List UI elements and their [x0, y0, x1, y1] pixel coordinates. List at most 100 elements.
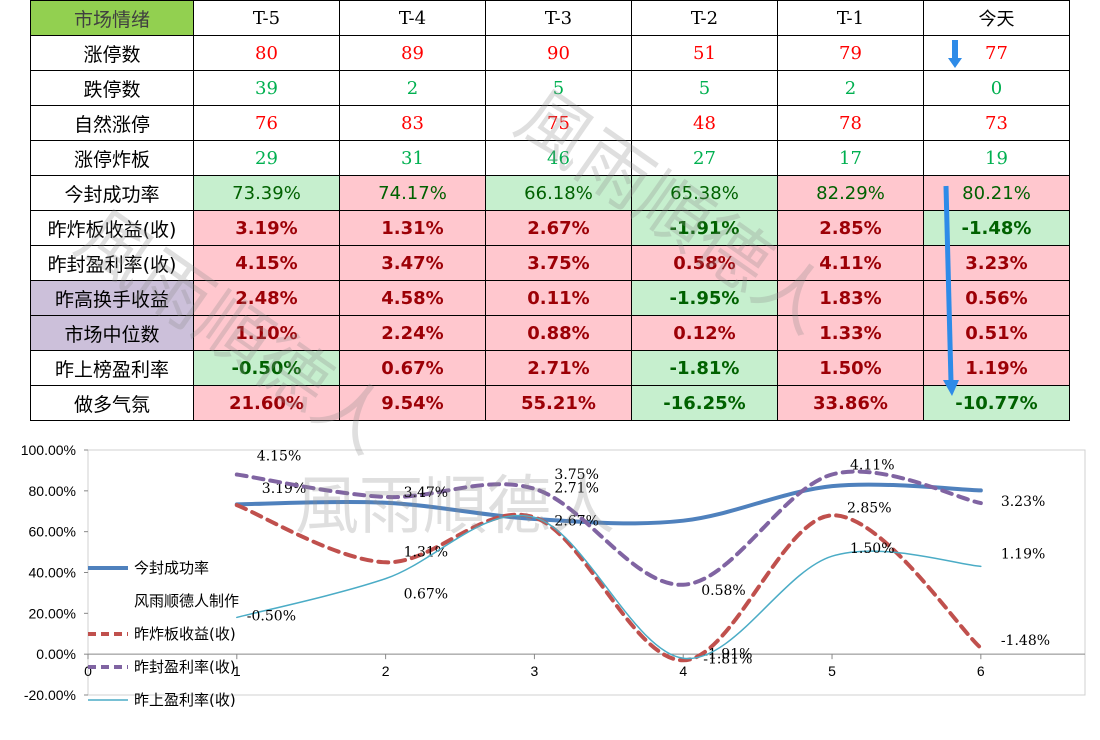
row-label: 市场中位数 [30, 315, 194, 351]
table-cell: 74.17% [339, 175, 486, 211]
table-cell: 80.21% [923, 175, 1070, 211]
data-label: -0.50% [247, 608, 296, 624]
table-cell: 5 [631, 70, 778, 106]
data-label: 3.23% [1001, 494, 1045, 510]
data-label: 0.58% [701, 583, 745, 599]
chart-annotation: 风雨顺德人制作 [134, 592, 239, 610]
table-cell: 5 [485, 70, 632, 106]
table-cell: 0.58% [631, 245, 778, 281]
data-label: 1.31% [404, 544, 448, 560]
table-cell: 80 [193, 35, 340, 71]
table-cell: 73.39% [193, 175, 340, 211]
row-label: 跌停数 [30, 70, 194, 106]
market-mood-chart: 100.00% 80.00% 60.00% 40.00% 20.00% 0.00% -20.… [21, 442, 1086, 709]
table-cell: 0.67% [339, 350, 486, 386]
x-tick-label: 3 [531, 663, 539, 679]
table-cell: 73 [923, 105, 1070, 141]
x-tick-label: 5 [828, 663, 836, 679]
row-label: 做多气氛 [30, 385, 194, 421]
row-label: 昨封盈利率(收) [30, 245, 194, 281]
table-cell: 3.23% [923, 245, 1070, 281]
data-label: 0.67% [404, 587, 448, 603]
y-tick-label: 40.00% [29, 565, 76, 581]
y-tick-label: 60.00% [29, 524, 76, 540]
row-label: 涨停数 [30, 35, 194, 71]
data-label: 4.15% [257, 449, 301, 465]
table-cell: 1.33% [777, 315, 924, 351]
table-cell: -0.50% [193, 350, 340, 386]
table-cell: -1.81% [631, 350, 778, 386]
table-cell: 9.54% [339, 385, 486, 421]
legend-label: 今封成功率 [134, 559, 209, 577]
series-line-2 [234, 469, 983, 587]
data-label: 1.50% [850, 541, 894, 557]
y-tick-label: 100.00% [21, 442, 76, 458]
table-cell: 2 [777, 70, 924, 106]
table-cell: 3.47% [339, 245, 486, 281]
table-cell: 1.10% [193, 315, 340, 351]
table-cell: 0.11% [485, 280, 632, 316]
row-label: 昨高换手收益 [30, 280, 194, 316]
table-cell: 90 [485, 35, 632, 71]
y-tick-label: 0.00% [36, 646, 76, 662]
table-cell: 2.67% [485, 210, 632, 246]
table-cell: 65.38% [631, 175, 778, 211]
table-cell: 21.60% [193, 385, 340, 421]
header-col-3: T-3 [485, 0, 632, 36]
table-row: 自然涨停 76 83 75 48 78 73 [30, 105, 1070, 141]
table-row: 今封成功率 73.39% 74.17% 66.18% 65.38% 82.29% 80.21… [30, 175, 1070, 211]
table-row: 做多气氛 21.60% 9.54% 55.21% -16.25% 33.86% -10.77… [30, 385, 1070, 421]
y-tick-label: 80.00% [29, 483, 76, 499]
table-row: 市场中位数 1.10% 2.24% 0.88% 0.12% 1.33% 0.51% [30, 315, 1070, 351]
data-label: 3.19% [262, 481, 306, 497]
legend-label: 昨炸板收益(收) [134, 625, 236, 643]
table-cell: 51 [631, 35, 778, 71]
table-cell: 17 [777, 140, 924, 176]
header-col-2: T-4 [339, 0, 486, 36]
table-cell: 33.86% [777, 385, 924, 421]
y-tick-label: 20.00% [29, 605, 76, 621]
table-row: 昨封盈利率(收) 4.15% 3.47% 3.75% 0.58% 4.11% 3.23% [30, 245, 1070, 281]
table-cell: 39 [193, 70, 340, 106]
y-tick-label: -20.00% [24, 687, 76, 703]
legend-label: 昨上盈利率(收) [134, 691, 236, 709]
table-cell: 4.15% [193, 245, 340, 281]
table-cell: 66.18% [485, 175, 632, 211]
row-label: 昨上榜盈利率 [30, 350, 194, 386]
table-cell: 0.88% [485, 315, 632, 351]
data-label: 3.75% [554, 467, 598, 483]
table-cell: 79 [777, 35, 924, 71]
table-cell: 48 [631, 105, 778, 141]
data-label: 2.85% [847, 500, 891, 516]
table-cell: 2 [339, 70, 486, 106]
table-cell: 0.51% [923, 315, 1070, 351]
data-label: 4.11% [850, 458, 894, 474]
row-label: 今封成功率 [30, 175, 194, 211]
series-line-0 [234, 482, 983, 526]
table-cell: 29 [193, 140, 340, 176]
data-label: -1.48% [1001, 633, 1050, 649]
x-tick-label: 4 [679, 663, 687, 679]
table-cell: 2.24% [339, 315, 486, 351]
table-cell: 1.50% [777, 350, 924, 386]
table-row: 跌停数 39 2 5 5 2 0 [30, 70, 1070, 106]
table-cell: 31 [339, 140, 486, 176]
table-header-row: 市场情绪 T-5 T-4 T-3 T-2 T-1 今天 [30, 0, 1070, 36]
x-tick-label: 0 [84, 663, 92, 679]
table-cell: 2.71% [485, 350, 632, 386]
header-col-1: T-5 [193, 0, 340, 36]
table-cell: -10.77% [923, 385, 1070, 421]
header-col-5: T-1 [777, 0, 924, 36]
x-tick-label: 1 [233, 663, 241, 679]
table-cell: 2.85% [777, 210, 924, 246]
header-col-4: T-2 [631, 0, 778, 36]
table-cell: 77 [923, 35, 1070, 71]
data-label: -1.81% [703, 651, 752, 667]
table-cell: 2.48% [193, 280, 340, 316]
table-cell: 1.31% [339, 210, 486, 246]
table-cell: -1.91% [631, 210, 778, 246]
table-row: 昨上榜盈利率 -0.50% 0.67% 2.71% -1.81% 1.50% 1.19% [30, 350, 1070, 386]
table-cell: 1.19% [923, 350, 1070, 386]
row-label: 涨停炸板 [30, 140, 194, 176]
table-row: 昨炸板收益(收) 3.19% 1.31% 2.67% -1.91% 2.85% -1.48% [30, 210, 1070, 246]
